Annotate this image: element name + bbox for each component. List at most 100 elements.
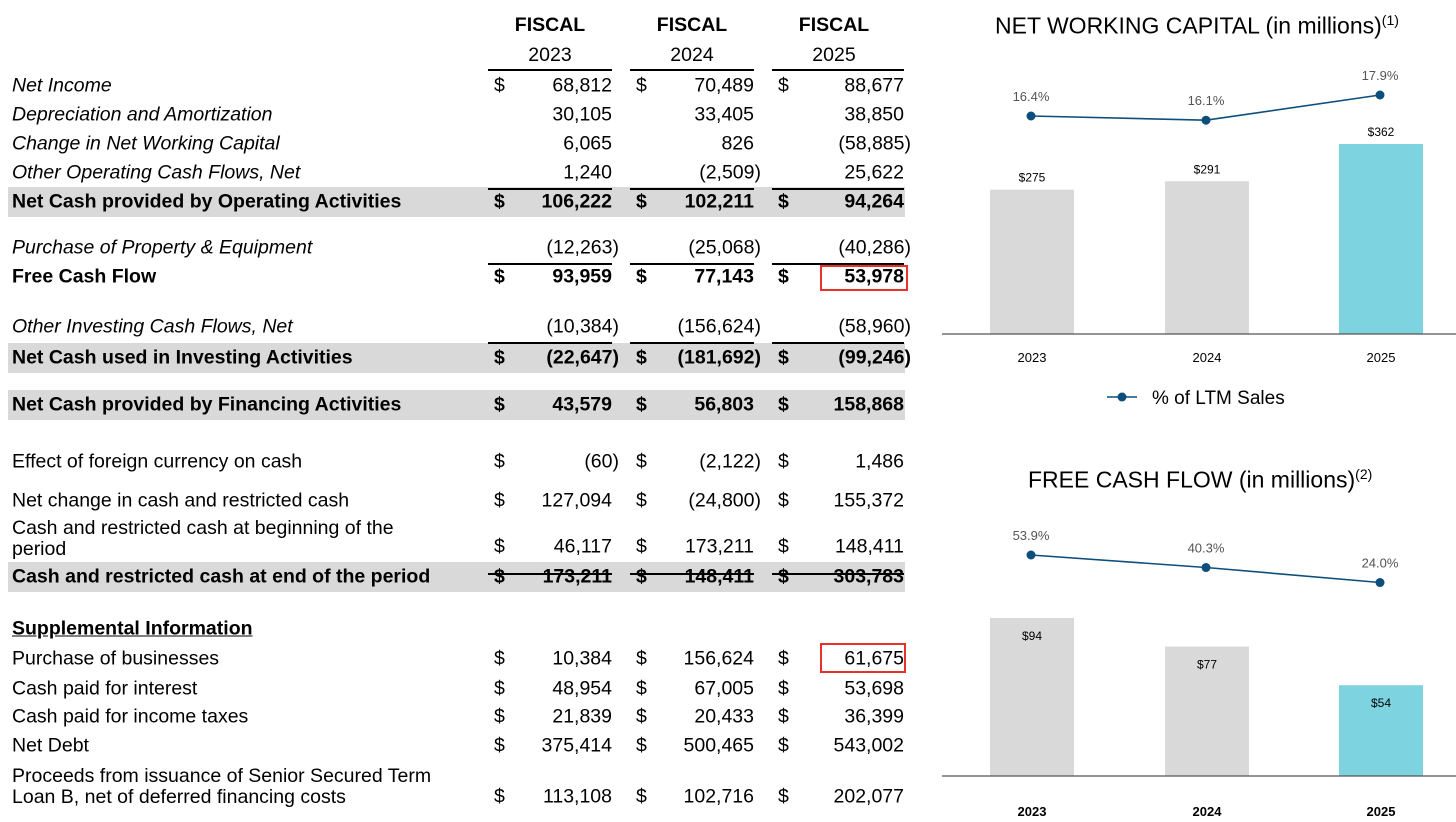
header-rule xyxy=(488,69,612,71)
row-value: 102,716 xyxy=(683,785,755,808)
percent-point xyxy=(1375,90,1385,100)
percent-label: 16.1% xyxy=(1188,93,1225,108)
dollar-sign: $ xyxy=(494,734,505,757)
dollar-sign: $ xyxy=(636,535,647,558)
dollar-sign: $ xyxy=(494,346,505,369)
percent-point xyxy=(1375,578,1385,588)
dollar-sign: $ xyxy=(778,346,789,369)
row-value: (58,960) xyxy=(838,315,911,338)
row-value: 106,222 xyxy=(541,190,613,213)
dollar-sign: $ xyxy=(636,265,647,288)
row-value: 61,675 xyxy=(844,647,904,670)
table-row: Net Cash provided by Financing Activitie… xyxy=(0,390,910,420)
percent-label: 40.3% xyxy=(1188,541,1225,556)
row-value: 33,405 xyxy=(694,103,754,126)
highlight-box-acquisitions-2025 xyxy=(820,643,906,673)
x-tick-label: 2024 xyxy=(1193,350,1222,365)
table-row: Free Cash Flow $93,959 $77,143 $53,978 xyxy=(0,262,910,292)
column-header-fiscal: FISCAL xyxy=(656,14,728,36)
subtotal-rule xyxy=(630,573,754,575)
subtotal-rule xyxy=(488,573,612,575)
dollar-sign: $ xyxy=(636,734,647,757)
dollar-sign: $ xyxy=(494,190,505,213)
subtotal-rule xyxy=(488,342,612,344)
subtotal-rule xyxy=(630,342,754,344)
dollar-sign: $ xyxy=(636,565,647,588)
dollar-sign: $ xyxy=(636,190,647,213)
row-value: 46,117 xyxy=(553,535,612,558)
legend-marker xyxy=(1117,392,1127,402)
row-value: 21,839 xyxy=(552,705,612,728)
row-value: 30,105 xyxy=(552,103,612,126)
dollar-sign: $ xyxy=(636,450,647,473)
dollar-sign: $ xyxy=(636,705,647,728)
column-header-year: 2025 xyxy=(812,44,856,66)
dollar-sign: $ xyxy=(636,647,647,670)
row-value: 543,002 xyxy=(833,734,905,757)
row-value: 6,065 xyxy=(563,132,612,155)
row-value: 303,783 xyxy=(833,565,905,588)
row-value: 38,850 xyxy=(844,103,904,126)
table-row: Supplemental Information xyxy=(0,614,910,644)
row-label: Change in Net Working Capital xyxy=(12,132,280,155)
dollar-sign: $ xyxy=(778,265,789,288)
row-value: 173,211 xyxy=(542,565,612,588)
dollar-sign: $ xyxy=(778,489,789,512)
subtotal-rule xyxy=(488,263,612,265)
table-row: Cash paid for interest $48,954 $67,005 $53,… xyxy=(0,674,910,704)
row-value: (58,885) xyxy=(838,132,911,155)
header-rule xyxy=(772,69,904,71)
dollar-sign: $ xyxy=(778,535,789,558)
row-label: Cash and restricted cash at end of the p… xyxy=(12,565,431,588)
row-value: 10,384 xyxy=(552,647,612,670)
row-label: Effect of foreign currency on cash xyxy=(12,450,303,473)
row-value: 158,868 xyxy=(833,393,905,416)
row-label: Supplemental Information xyxy=(12,617,253,640)
row-label: Net Cash provided by Financing Activitie… xyxy=(12,393,402,416)
subtotal-shading xyxy=(8,390,905,420)
row-value: (40,286) xyxy=(838,236,911,259)
percent-line xyxy=(1030,94,1381,122)
table-row: Purchase of businesses $10,384 $156,624 $61… xyxy=(0,644,910,674)
table-row: Purchase of Property & Equipment (12,263)… xyxy=(0,233,911,263)
dollar-sign: $ xyxy=(778,677,789,700)
dollar-sign: $ xyxy=(494,265,505,288)
chart-title: NET WORKING CAPITAL (in millions)(1) xyxy=(995,12,1399,39)
dollar-sign: $ xyxy=(778,734,789,757)
row-value: (156,624) xyxy=(677,315,761,338)
column-header-year: 2024 xyxy=(670,44,714,66)
percent-point xyxy=(1026,550,1036,560)
row-value: 56,803 xyxy=(694,393,754,416)
row-label: Purchase of businesses xyxy=(12,647,220,670)
row-label: Cash and restricted cash at beginning of… xyxy=(12,517,394,560)
dollar-sign: $ xyxy=(778,450,789,473)
subtotal-rule xyxy=(772,342,904,344)
row-value: 68,812 xyxy=(552,74,612,97)
row-value: (181,692) xyxy=(677,346,761,369)
bar xyxy=(1165,181,1249,334)
row-value: (22,647) xyxy=(546,346,619,369)
dollar-sign: $ xyxy=(636,489,647,512)
row-value: (99,246) xyxy=(838,346,911,369)
percent-label: 53.9% xyxy=(1013,528,1050,543)
percent-label: 17.9% xyxy=(1362,68,1399,83)
row-label: Net Cash provided by Operating Activitie… xyxy=(12,190,402,213)
dollar-sign: $ xyxy=(494,705,505,728)
chart-title: FREE CASH FLOW (in millions)(2) xyxy=(1028,466,1373,493)
x-tick-label: 2023 xyxy=(1018,350,1047,365)
table-row: Net change in cash and restricted cash $1… xyxy=(0,486,910,516)
bar-value-label: $291 xyxy=(1194,162,1221,176)
row-label: Proceeds from issuance of Senior Secured… xyxy=(12,765,432,808)
row-value: 25,622 xyxy=(844,161,904,184)
row-value: 148,411 xyxy=(684,565,754,588)
percent-label: 16.4% xyxy=(1013,89,1050,104)
dollar-sign: $ xyxy=(778,647,789,670)
row-value: (60) xyxy=(584,450,619,473)
row-value: 43,579 xyxy=(552,393,612,416)
column-header-fiscal: FISCAL xyxy=(798,14,870,36)
bar xyxy=(1339,144,1423,334)
row-value: 202,077 xyxy=(833,785,905,808)
row-label: Cash paid for interest xyxy=(12,677,198,700)
row-value: 375,414 xyxy=(541,734,613,757)
dollar-sign: $ xyxy=(778,74,789,97)
